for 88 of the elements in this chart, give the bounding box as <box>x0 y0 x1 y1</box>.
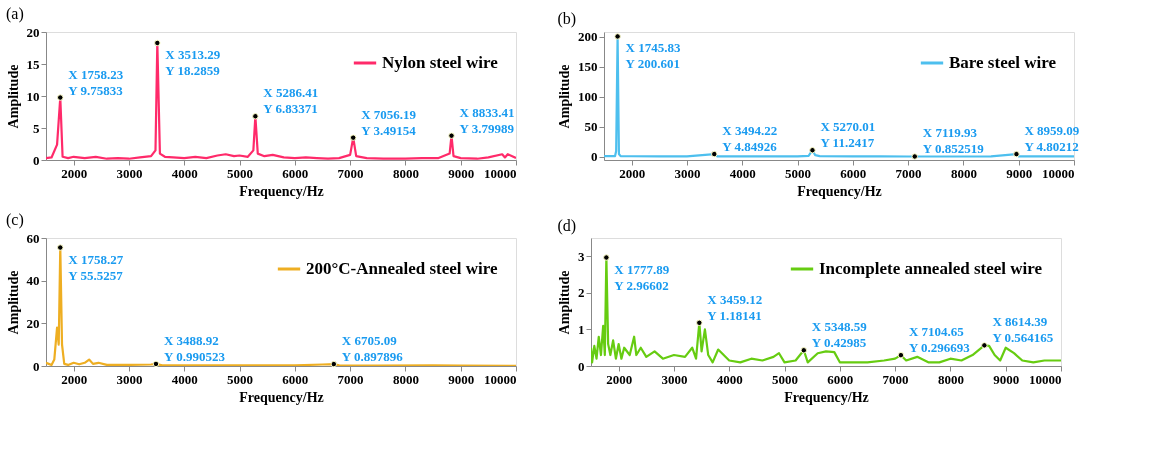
x-tick-label: 8000 <box>392 165 419 181</box>
x-tick-label: 2000 <box>619 165 646 181</box>
x-tick-label: 8000 <box>950 165 977 181</box>
x-tick-label: 4000 <box>171 165 198 181</box>
x-tick-label: 7000 <box>895 165 922 181</box>
x-tick-label: 9000 <box>448 371 475 387</box>
y-tick-label: 3 <box>578 248 585 264</box>
x-tick-label: 3000 <box>116 371 143 387</box>
y-tick-label: 50 <box>584 119 598 135</box>
annotation: X 8959.09 Y 4.80212 <box>1024 123 1080 155</box>
chart-title: (d) <box>557 217 577 235</box>
x-tick-label: 2000 <box>61 371 88 387</box>
x-tick-label: 5000 <box>785 165 812 181</box>
annotation: X 3494.22 Y 4.84926 <box>722 123 778 155</box>
x-tick-label: 10000 <box>484 165 517 181</box>
y-tick-label: 40 <box>26 273 40 289</box>
x-tick-label: 6000 <box>282 165 309 181</box>
y-tick-label: 2 <box>578 285 585 301</box>
y-tick-label: 20 <box>26 24 40 40</box>
x-tick-label: 8000 <box>392 371 419 387</box>
y-tick-label: 0 <box>591 149 598 165</box>
y-tick-label: 5 <box>33 120 40 136</box>
y-tick-label: 200 <box>578 29 598 45</box>
y-tick-label: 0 <box>578 358 585 374</box>
x-tick-label: 6000 <box>827 371 854 387</box>
annotation: X 3459.12 Y 1.18141 <box>707 291 763 323</box>
annotation: X 7104.65 Y 0.296693 <box>908 324 971 356</box>
annotation: X 1758.23 Y 9.75833 <box>68 66 124 98</box>
x-tick-label: 5000 <box>772 371 799 387</box>
y-axis-title: Amplitude <box>5 64 21 129</box>
y-tick-label: 15 <box>26 56 40 72</box>
annotation: X 1745.83 Y 200.601 <box>625 40 681 72</box>
annotation: X 5348.59 Y 0.42985 <box>811 319 868 351</box>
annotation: X 1758.27 Y 55.5257 <box>68 251 124 283</box>
x-axis-title: Frequency/Hz <box>797 183 882 199</box>
annotation: X 7056.19 Y 3.49154 <box>361 106 417 138</box>
x-axis-title: Frequency/Hz <box>239 183 324 199</box>
x-tick-label: 5000 <box>227 165 254 181</box>
annotation: X 5286.41 Y 6.83371 <box>263 85 319 117</box>
x-tick-label: 10000 <box>1029 371 1062 387</box>
x-tick-label: 2000 <box>606 371 633 387</box>
y-tick-label: 0 <box>33 358 40 374</box>
y-tick-label: 20 <box>26 315 40 331</box>
y-axis-title: Amplitude <box>557 64 572 129</box>
chart-title: (c) <box>6 211 24 229</box>
x-tick-label: 3000 <box>674 165 701 181</box>
x-tick-label: 6000 <box>282 371 309 387</box>
annotation: X 8614.39 Y 0.564165 <box>992 314 1054 346</box>
x-tick-label: 4000 <box>716 371 743 387</box>
y-tick-label: 0 <box>33 152 40 168</box>
x-tick-label: 10000 <box>1042 165 1075 181</box>
x-tick-label: 5000 <box>227 371 254 387</box>
x-tick-label: 9000 <box>993 371 1020 387</box>
x-tick-label: 7000 <box>337 165 364 181</box>
y-tick-label: 60 <box>26 230 40 246</box>
x-tick-label: 7000 <box>337 371 364 387</box>
y-axis-title: Amplitude <box>5 270 21 335</box>
x-tick-label: 8000 <box>937 371 964 387</box>
x-axis-title: Frequency/Hz <box>239 389 324 405</box>
x-axis-title: Frequency/Hz <box>784 389 869 405</box>
x-tick-label: 6000 <box>840 165 867 181</box>
legend-label: Incomplete annealed steel wire <box>819 259 1043 278</box>
legend-label: Nylon steel wire <box>382 53 499 72</box>
x-tick-label: 9000 <box>1006 165 1033 181</box>
y-tick-label: 10 <box>26 88 40 104</box>
chart-title: (b) <box>557 9 577 28</box>
annotation: X 3513.29 Y 18.2859 <box>165 46 221 78</box>
x-tick-label: 4000 <box>171 371 198 387</box>
x-tick-label: 2000 <box>61 165 88 181</box>
annotation: X 5270.01 Y 11.2417 <box>820 119 876 151</box>
x-tick-label: 3000 <box>661 371 688 387</box>
x-tick-label: 4000 <box>729 165 756 181</box>
y-tick-label: 1 <box>578 321 585 337</box>
annotation: X 6705.09 Y 0.897896 <box>341 333 404 365</box>
x-tick-label: 3000 <box>116 165 143 181</box>
annotation: X 1777.89 Y 2.96602 <box>614 261 670 293</box>
annotation: X 8833.41 Y 3.79989 <box>459 104 515 136</box>
x-tick-label: 7000 <box>882 371 909 387</box>
chart-title: (a) <box>6 5 24 23</box>
x-tick-label: 10000 <box>484 371 517 387</box>
legend-label: Bare steel wire <box>949 53 1057 72</box>
annotation: X 3488.92 Y 0.990523 <box>163 332 226 364</box>
y-tick-label: 150 <box>578 59 598 75</box>
y-tick-label: 100 <box>578 89 598 105</box>
x-tick-label: 9000 <box>448 165 475 181</box>
y-axis-title: Amplitude <box>557 270 572 335</box>
legend-label: 200°C-Annealed steel wire <box>306 259 499 278</box>
annotation: X 7119.93 Y 0.852519 <box>922 125 985 157</box>
